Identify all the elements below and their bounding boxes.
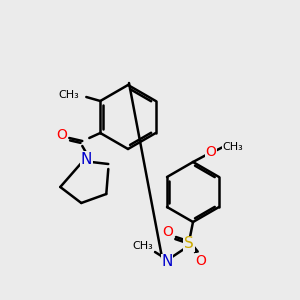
- Text: N: N: [161, 254, 173, 269]
- Text: N: N: [81, 152, 92, 166]
- Text: CH₃: CH₃: [133, 241, 153, 251]
- Text: O: O: [56, 128, 67, 142]
- Text: O: O: [206, 145, 216, 159]
- Text: O: O: [163, 225, 173, 239]
- Text: CH₃: CH₃: [58, 90, 79, 100]
- Text: O: O: [196, 254, 206, 268]
- Text: S: S: [184, 236, 194, 251]
- Text: CH₃: CH₃: [223, 142, 243, 152]
